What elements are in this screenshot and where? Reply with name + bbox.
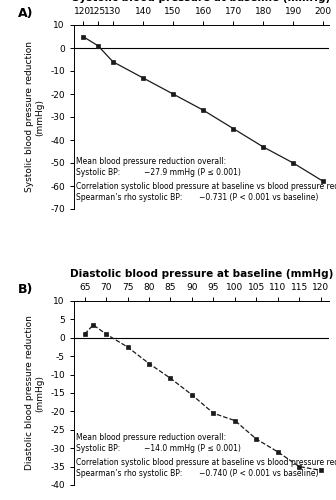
- X-axis label: Systolic blood pressure at baseline (mmHg): Systolic blood pressure at baseline (mmH…: [73, 0, 331, 4]
- X-axis label: Diastolic blood pressure at baseline (mmHg): Diastolic blood pressure at baseline (mm…: [70, 270, 333, 280]
- Text: B): B): [18, 282, 33, 296]
- Text: A): A): [18, 6, 33, 20]
- Text: Systolic BP:          −27.9 mmHg (P ≤ 0.001): Systolic BP: −27.9 mmHg (P ≤ 0.001): [77, 168, 241, 176]
- Text: Systolic BP:          −14.0 mmHg (P ≤ 0.001): Systolic BP: −14.0 mmHg (P ≤ 0.001): [77, 444, 241, 452]
- Y-axis label: Systolic blood pressure reduction
(mmHg): Systolic blood pressure reduction (mmHg): [25, 42, 45, 192]
- Text: Spearman’s rho systolic BP:       −0.731 (P < 0.001 vs baseline): Spearman’s rho systolic BP: −0.731 (P < …: [77, 194, 319, 202]
- Text: Correlation systolic blood pressure at baseline vs blood pressure reduction: Correlation systolic blood pressure at b…: [77, 182, 336, 192]
- Text: Correlation systolic blood pressure at baseline vs blood pressure reduction: Correlation systolic blood pressure at b…: [77, 458, 336, 468]
- Y-axis label: Diastolic blood pressure reduction
(mmHg): Diastolic blood pressure reduction (mmHg…: [25, 316, 45, 470]
- Text: Spearman’s rho systolic BP:       −0.740 (P < 0.001 vs baseline): Spearman’s rho systolic BP: −0.740 (P < …: [77, 470, 319, 478]
- Text: Mean blood pressure reduction overall:: Mean blood pressure reduction overall:: [77, 432, 226, 442]
- Text: Mean blood pressure reduction overall:: Mean blood pressure reduction overall:: [77, 156, 226, 166]
